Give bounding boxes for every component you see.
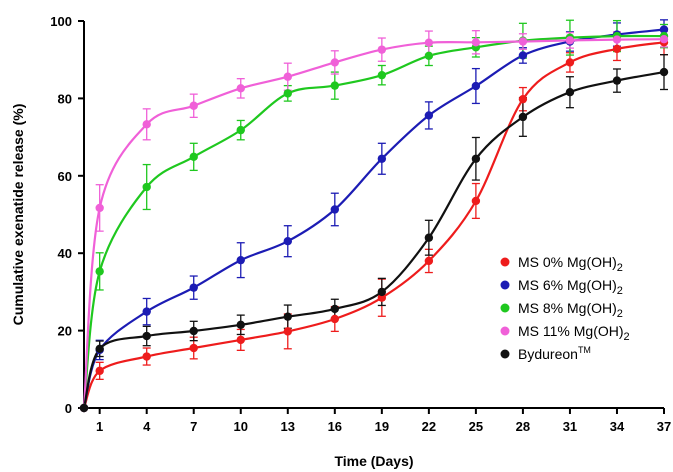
legend-label: MS 6% Mg(OH)2	[518, 277, 623, 297]
y-tick-label: 40	[58, 246, 72, 261]
data-point-series-4	[471, 154, 481, 163]
y-tick-label: 20	[58, 324, 72, 339]
data-point-series-1	[330, 205, 340, 214]
x-tick-label: 37	[657, 419, 671, 434]
x-tick-label: 22	[422, 419, 436, 434]
x-tick-label: 25	[469, 419, 483, 434]
data-point-series-3	[659, 34, 669, 44]
data-point-series-1	[189, 283, 198, 292]
data-point-series-1	[518, 51, 528, 60]
data-point-series-3	[330, 58, 340, 67]
data-point-series-2	[142, 182, 151, 192]
legend-marker	[500, 280, 510, 290]
x-tick-label: 4	[143, 419, 151, 434]
data-point-series-4	[518, 112, 528, 122]
data-point-series-2	[95, 267, 104, 276]
data-point-series-0	[330, 314, 340, 324]
data-point-series-3	[189, 101, 198, 110]
data-point-series-2	[236, 125, 245, 135]
x-tick-label: 28	[516, 419, 530, 434]
x-axis-title: Time (Days)	[334, 453, 413, 469]
legend-marker	[500, 349, 510, 359]
data-point-series-4	[612, 76, 622, 85]
legend-label: BydureonTM	[518, 345, 591, 362]
legend-marker	[500, 326, 510, 336]
data-point-series-4	[659, 67, 669, 77]
y-axis-title: Cumulative exenatide release (%)	[10, 104, 26, 326]
data-point-series-0	[142, 352, 151, 361]
legend-label: MS 11% Mg(OH)2	[518, 323, 630, 343]
data-point-series-0	[283, 327, 292, 336]
data-point-series-1	[142, 307, 151, 316]
data-point-series-1	[377, 154, 387, 163]
data-point-series-4	[189, 326, 198, 336]
legend: MS 0% Mg(OH)2 MS 6% Mg(OH)2 MS 8% Mg(OH)2 M…	[500, 254, 630, 362]
series-line-0	[82, 41, 665, 409]
x-tick-label: 16	[328, 419, 342, 434]
data-point-series-3	[236, 84, 245, 93]
data-point-series-0	[471, 196, 481, 206]
data-point-series-4	[424, 233, 434, 242]
data-point-series-3	[518, 37, 528, 46]
data-point-series-3	[471, 38, 481, 47]
x-tick-label: 31	[563, 419, 577, 434]
series-line-4	[82, 71, 665, 409]
data-point-series-2	[377, 70, 387, 80]
data-point-series-3	[424, 38, 434, 47]
data-point-series-3	[283, 72, 292, 81]
data-point-series-3	[142, 120, 151, 129]
data-point-series-4	[95, 344, 104, 353]
data-point-series-4	[283, 312, 292, 321]
data-point-series-3	[95, 203, 104, 213]
data-point-series-0	[518, 94, 528, 104]
data-point-series-4	[142, 331, 151, 341]
data-point-series-0	[612, 44, 622, 54]
data-point-series-4	[330, 304, 340, 314]
y-tick-label: 80	[58, 91, 72, 106]
data-point-series-3	[612, 35, 622, 44]
data-point-series-0	[236, 335, 245, 345]
legend-label: MS 0% Mg(OH)2	[518, 254, 623, 274]
x-tick-label: 19	[375, 419, 389, 434]
y-tick-label: 60	[58, 169, 72, 184]
data-point-series-4	[377, 287, 387, 297]
data-point-series-4	[236, 320, 245, 329]
data-point-series-1	[424, 111, 434, 120]
data-point-series-0	[424, 256, 434, 266]
data-point-series-4	[79, 403, 89, 413]
x-tick-label: 34	[610, 419, 625, 434]
x-tick-label: 7	[190, 419, 197, 434]
data-point-series-2	[330, 81, 340, 90]
y-tick-label: 100	[50, 14, 72, 29]
data-point-series-1	[236, 255, 245, 265]
y-tick-label: 0	[65, 401, 72, 416]
series-line-1	[82, 28, 665, 409]
data-points	[79, 25, 669, 413]
series-line-2	[82, 34, 665, 409]
x-tick-label: 13	[281, 419, 295, 434]
data-point-series-0	[565, 58, 575, 67]
data-point-series-0	[95, 366, 104, 376]
data-point-series-1	[471, 81, 481, 91]
data-point-series-3	[565, 36, 575, 45]
x-tick-label: 1	[96, 419, 103, 434]
data-point-series-3	[377, 45, 387, 54]
data-point-series-0	[189, 343, 198, 353]
legend-marker	[500, 303, 510, 313]
axes: 0 20 40 60 80 100 1 4 7 10 13 16 19 22 25 28 31 34 37	[50, 14, 671, 434]
x-tick-label: 10	[234, 419, 248, 434]
data-point-series-0	[377, 293, 387, 302]
data-point-series-4	[565, 88, 575, 97]
data-point-series-1	[283, 237, 292, 246]
data-point-series-2	[424, 51, 434, 61]
data-point-series-2	[189, 152, 198, 162]
legend-marker	[500, 257, 510, 267]
data-point-series-2	[283, 89, 292, 98]
data-point-series-1	[659, 25, 669, 34]
legend-label: MS 8% Mg(OH)2	[518, 300, 623, 320]
